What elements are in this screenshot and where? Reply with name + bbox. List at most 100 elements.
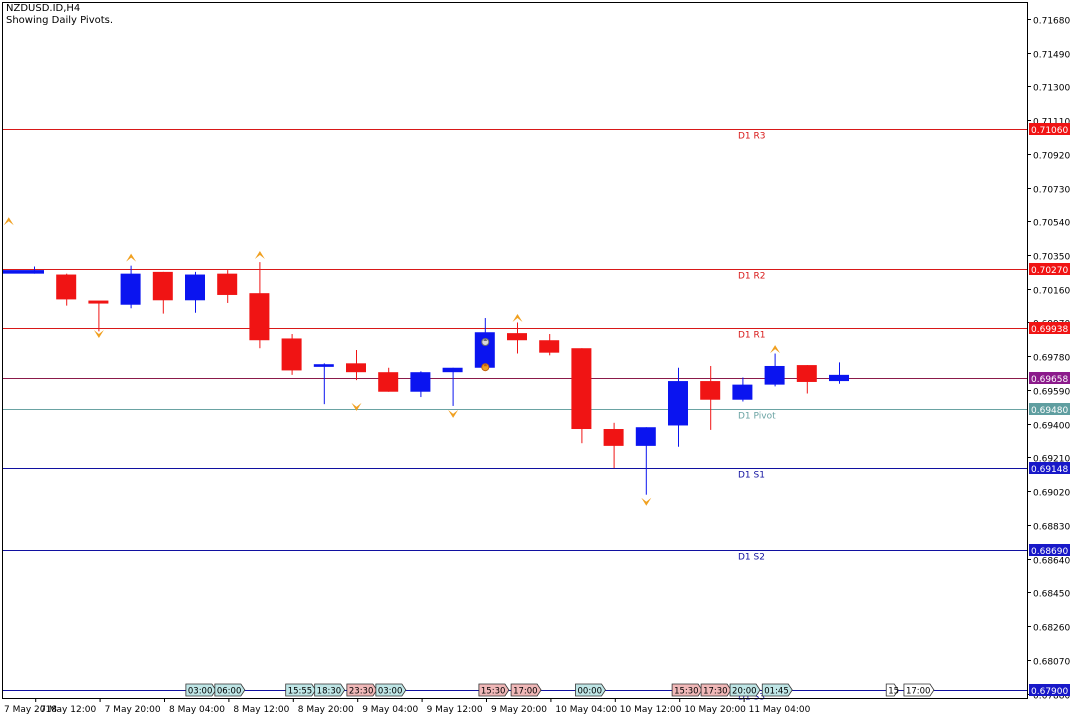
candle-body: [410, 372, 431, 392]
session-tag-label: 15:55: [288, 687, 313, 697]
candle-body: [668, 381, 688, 426]
symbol-label: NZDUSD.ID,H4: [6, 3, 81, 14]
price-tick-label: 0.68070: [1033, 658, 1070, 668]
time-tick-label: 11 May 04:00: [749, 705, 811, 715]
session-tag-label: 20:00: [732, 687, 757, 697]
pivot-price-badge-text: 0.71060: [1031, 126, 1068, 136]
pivot-price-badge: [1029, 263, 1070, 275]
session-tag: [375, 683, 407, 697]
chart-frame: [2, 2, 1028, 699]
pivot-price-badge: [1029, 322, 1070, 334]
session-tag: [671, 683, 703, 697]
candle-body: [732, 384, 753, 400]
session-tag: [729, 683, 761, 697]
candle-body: [120, 273, 141, 305]
plot-frame: [2, 2, 1028, 699]
event-arrow-icon: [483, 363, 488, 367]
session-tag: [214, 683, 246, 697]
session-tag-label: 03:00: [188, 687, 213, 697]
pivot-label: D1 S2: [738, 553, 765, 563]
price-tick-label: 0.69020: [1033, 489, 1070, 499]
time-tick-label: 9 May 12:00: [427, 705, 483, 715]
pivot-price-badge: [1029, 462, 1070, 474]
candles: [2, 262, 849, 495]
time-tick-label: 10 May 04:00: [555, 705, 617, 715]
price-tick-label: 0.71490: [1033, 51, 1070, 61]
fractal-down-icon: [93, 330, 104, 339]
session-tag: [314, 683, 346, 697]
time-tick-label: 8 May 20:00: [298, 705, 354, 715]
candle-body: [539, 340, 560, 353]
candle-body: [217, 273, 238, 295]
price-tick-label: 0.70350: [1033, 253, 1070, 263]
session-tag: [346, 683, 378, 697]
price-tick-label: 0.68450: [1033, 590, 1070, 600]
price-tick-label: 0.70920: [1033, 152, 1070, 162]
pivot-price-badge: [1029, 403, 1070, 415]
event-arrow-icon: [483, 338, 488, 342]
fractal-down-icon: [351, 402, 362, 411]
time-tick-label: 9 May 20:00: [491, 705, 547, 715]
session-tag-label: 15:30: [674, 687, 699, 697]
candle-body: [764, 365, 785, 385]
session-tag: [903, 683, 935, 697]
candle-body: [2, 270, 44, 274]
time-tick-label: 7 May 12:00: [40, 705, 96, 715]
candle-body: [313, 364, 334, 367]
pivot-price-badge-text: 0.68690: [1031, 547, 1068, 557]
pivot-price-badge: [1029, 544, 1070, 556]
current-price-badge-text: 0.69658: [1031, 375, 1068, 385]
session-tag: [700, 683, 732, 697]
candle-body: [249, 293, 270, 341]
pivot-label: D1 R1: [738, 331, 766, 341]
session-tag-label: 15: [888, 687, 899, 697]
fractal-up-icon: [254, 251, 265, 260]
session-tag-label: 15:30: [481, 687, 506, 697]
event-markers: [481, 338, 490, 372]
session-tag-label: 00:00: [578, 687, 603, 697]
fractal-up-icon: [3, 217, 14, 226]
price-tick-label: 0.70540: [1033, 219, 1070, 229]
session-tag: [478, 683, 510, 697]
pivot-label: D1 R2: [738, 272, 766, 282]
price-axis: 0.71680 0.71490 0.71300 0.71110 0.70920 0.707…: [1027, 17, 1070, 702]
time-tick-label: 7 May 20:00: [105, 705, 161, 715]
candle-body: [571, 348, 592, 430]
candle-body: [56, 274, 77, 300]
fractal-markers: [3, 217, 781, 506]
candle-body: [152, 271, 173, 301]
price-tick-label: 0.67880: [1033, 692, 1070, 702]
price-tick-label: 0.71110: [1033, 118, 1070, 128]
time-tick-label: 7 May 2018: [4, 705, 57, 715]
time-tick-label: 10 May 12:00: [620, 705, 682, 715]
fractal-down-icon: [641, 497, 652, 506]
fractal-up-icon: [512, 314, 523, 323]
pivot-price-badge: [1029, 123, 1070, 135]
time-tick-label: 10 May 20:00: [684, 705, 746, 715]
candle-body: [346, 363, 366, 373]
price-tick-label: 0.68640: [1033, 557, 1070, 567]
candle-body: [700, 381, 721, 400]
pivot-label: D1 S3: [738, 693, 765, 703]
session-tag-label: 17:00: [513, 687, 538, 697]
price-tick-label: 0.68260: [1033, 624, 1070, 634]
session-tags: 03:00 06:00 15:55 18:30 23:30 03:00 15:30 17:00…: [185, 683, 935, 697]
session-tag-label: 17:30: [703, 687, 728, 697]
price-tick-label: 0.71680: [1033, 17, 1070, 27]
session-tag: [761, 683, 793, 697]
current-price-badge: [1029, 372, 1070, 384]
candle-body: [378, 372, 399, 392]
price-tick-label: 0.71300: [1033, 84, 1070, 94]
candle-body: [603, 429, 624, 446]
candle-body: [829, 374, 849, 382]
candle-body: [185, 274, 205, 301]
candle-body: [281, 338, 302, 371]
session-tag-label: 06:00: [217, 687, 242, 697]
price-tick-label: 0.70730: [1033, 186, 1070, 196]
pivot-price-badge-text: 0.70270: [1031, 266, 1068, 276]
price-tick-label: 0.69590: [1033, 388, 1070, 398]
session-tag-label: 17:00: [906, 687, 931, 697]
fractal-up-icon: [126, 253, 137, 262]
price-tick-label: 0.69780: [1033, 354, 1070, 364]
